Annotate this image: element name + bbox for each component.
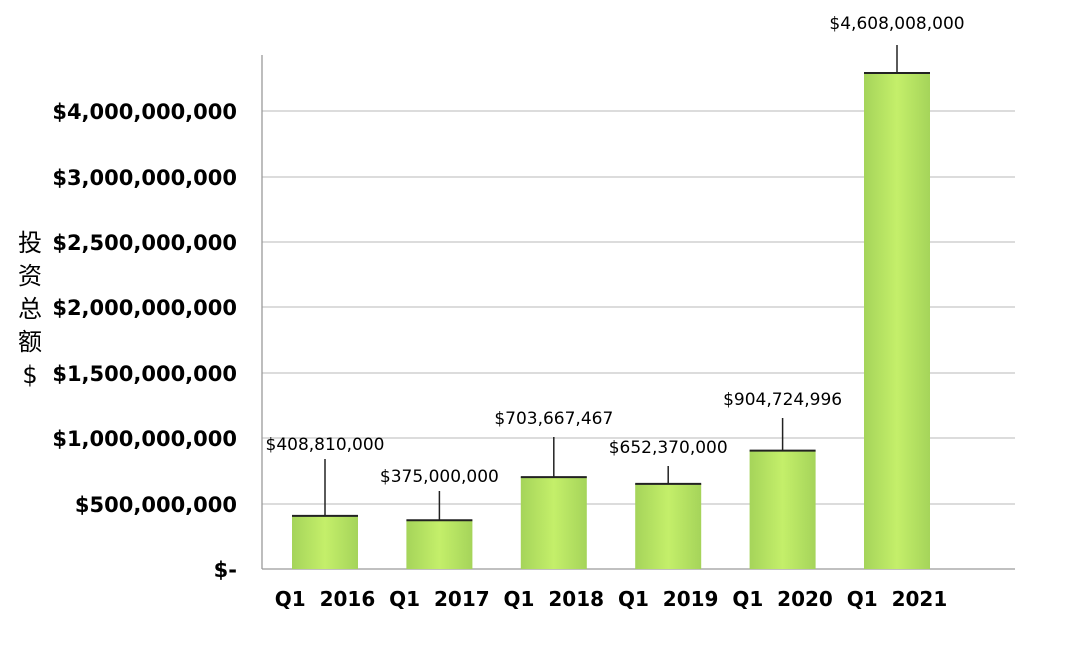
y-tick-label: $4,000,000,000 xyxy=(52,100,237,124)
y-tick-label: $3,000,000,000 xyxy=(52,166,237,190)
data-label: $408,810,000 xyxy=(266,435,385,455)
data-label: $375,000,000 xyxy=(380,467,499,487)
y-tick-label: $500,000,000 xyxy=(75,493,237,517)
bar xyxy=(292,515,358,569)
bar xyxy=(520,477,587,569)
y-axis-label-char: $ xyxy=(22,361,37,389)
y-axis-label-char: 资 xyxy=(18,262,42,290)
y-axis-label-char: 额 xyxy=(18,328,42,356)
data-label: $4,608,008,000 xyxy=(829,14,964,34)
data-label: $904,724,996 xyxy=(723,390,842,410)
x-tick-label: Q1 2016 xyxy=(275,587,376,611)
x-tick-label: Q1 2018 xyxy=(504,587,605,611)
y-tick-label: $2,000,000,000 xyxy=(52,296,237,320)
x-tick-label: Q1 2020 xyxy=(732,587,833,611)
x-tick-label: Q1 2017 xyxy=(389,587,490,611)
y-tick-label: $2,500,000,000 xyxy=(52,231,237,255)
x-tick-label: Q1 2019 xyxy=(618,587,719,611)
y-axis-label-char: 投 xyxy=(18,229,42,257)
data-label: $703,667,467 xyxy=(494,409,613,429)
data-label: $652,370,000 xyxy=(609,438,728,458)
bar xyxy=(749,450,816,569)
y-tick-label: $- xyxy=(214,558,237,582)
y-tick-label: $1,500,000,000 xyxy=(52,362,237,386)
y-tick-label: $1,000,000,000 xyxy=(52,427,237,451)
bar xyxy=(635,483,702,569)
bar xyxy=(864,73,930,569)
x-tick-label: Q1 2021 xyxy=(847,587,948,611)
y-axis-label-char: 总 xyxy=(18,295,42,323)
bar xyxy=(406,520,473,569)
